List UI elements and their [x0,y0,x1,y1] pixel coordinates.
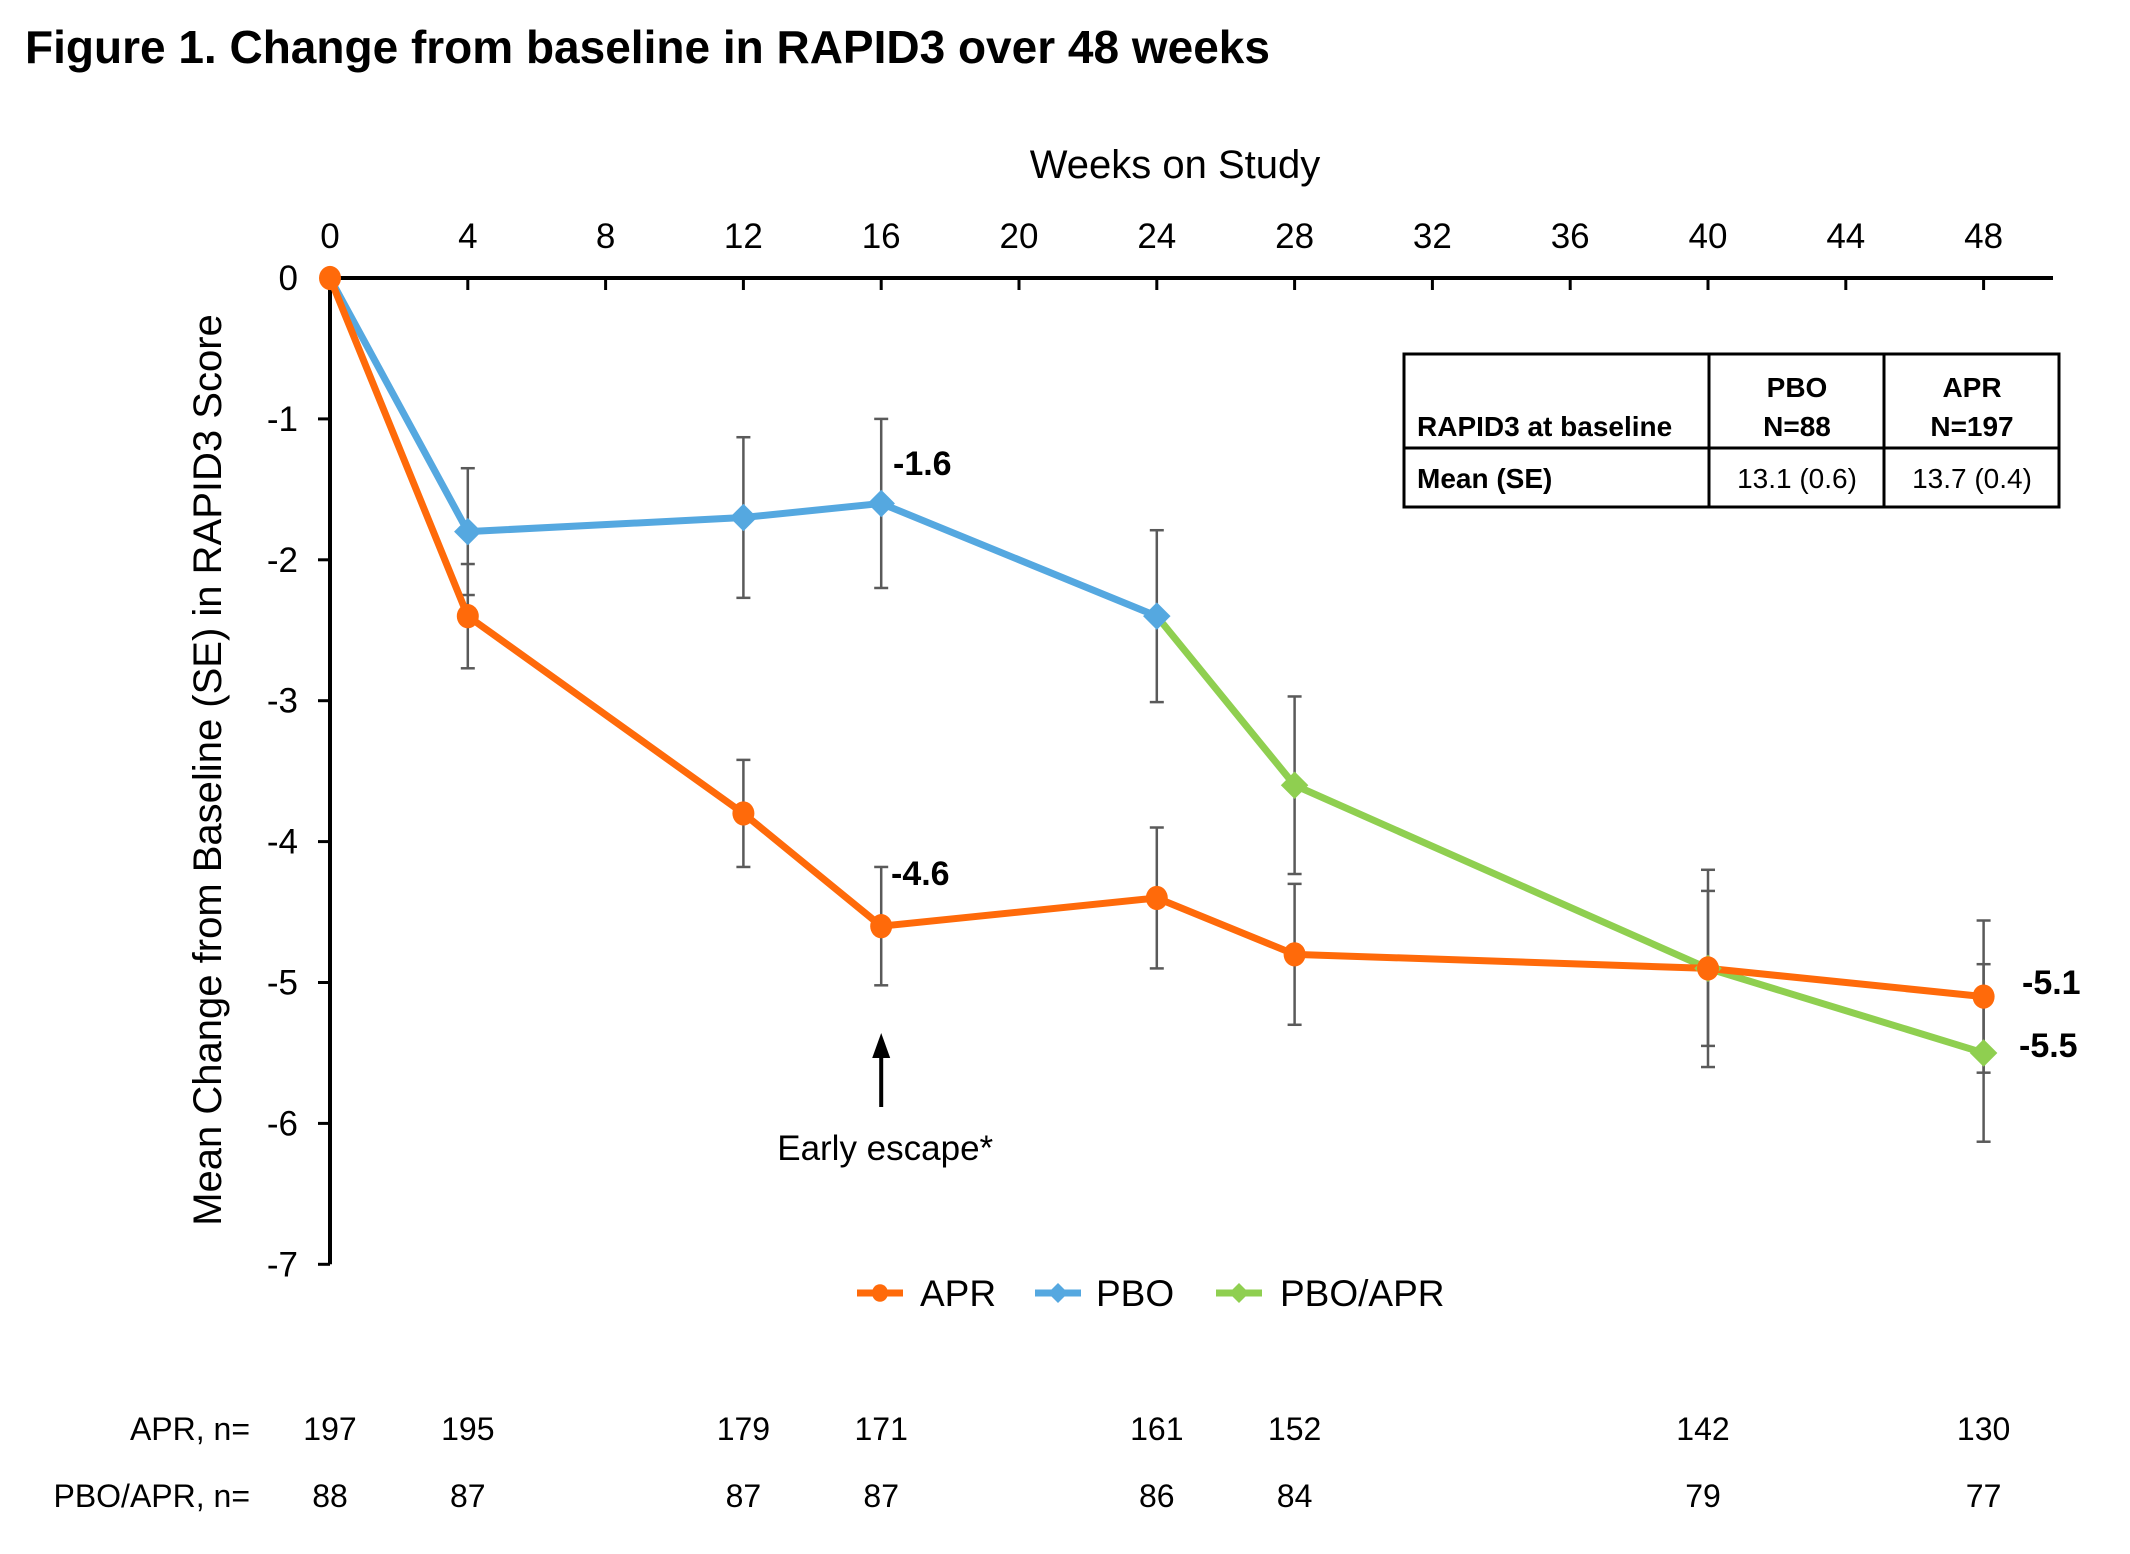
n-row-label: APR, n= [130,1411,250,1447]
marker-pbo [1048,1283,1068,1303]
x-tick-label: 28 [1275,217,1314,256]
table-apr-value: 13.7 (0.4) [1912,463,2032,494]
data-labels: -1.6 -4.6 -5.1 -5.5 [891,445,2081,1065]
x-tick-label: 32 [1413,217,1452,256]
baseline-table: RAPID3 at baseline PBO N=88 APR N=197 Me… [1402,352,2061,509]
n-at-risk-table: APR, n= 197 195 179 171 161 152 142 130 PBO/APR, … [53,1411,2010,1514]
table-header-apr-n: N=197 [1930,411,2013,442]
n-value: 152 [1268,1411,1321,1447]
marker-pbo-apr [1969,1039,1998,1067]
legend-label: APR [920,1273,996,1314]
marker-pbo-apr [1229,1283,1249,1303]
arrow-head-icon [872,1033,891,1058]
y-tick-label: -1 [267,400,298,439]
x-tick-label: 48 [1964,217,2003,256]
axes [318,276,2053,1266]
legend-label: PBO/APR [1280,1273,1445,1314]
chart-title: Figure 1. Change from baseline in RAPID3… [25,21,1270,73]
legend-label: PBO [1096,1273,1174,1314]
data-label: -5.1 [2022,964,2081,1002]
data-label: -5.5 [2019,1027,2078,1065]
table-header-pbo-n: N=88 [1763,411,1831,442]
x-tick-label: 24 [1137,217,1176,256]
y-tick-label: -2 [267,541,298,580]
data-label: -1.6 [893,445,952,483]
marker-pbo [1143,602,1171,630]
marker-pbo [729,503,758,532]
n-value: 161 [1130,1411,1183,1447]
marker-apr [1697,956,1719,981]
n-value: 142 [1676,1411,1729,1447]
x-tick-labels: 0 4 8 12 16 20 24 28 32 36 40 44 48 [320,217,2003,256]
y-tick-label: -6 [267,1104,298,1143]
x-tick-label: 0 [320,217,339,256]
early-escape-label: Early escape* [777,1129,993,1168]
table-pbo-value: 13.1 (0.6) [1737,463,1857,494]
y-tick-label: -7 [267,1245,298,1284]
n-value: 197 [303,1411,356,1447]
series-line-apr [326,276,1984,1001]
legend: APR PBO PBO/APR [857,1273,1445,1314]
table-header-apr: APR [1942,372,2001,403]
legend-item-pbo-apr: PBO/APR [1216,1273,1445,1314]
y-tick-label: -5 [267,964,298,1003]
marker-apr [1283,942,1306,967]
x-tick-label: 8 [596,217,615,256]
x-tick-label: 36 [1551,217,1590,256]
n-value: 88 [312,1478,348,1514]
series-line-pbo-apr [1154,613,1985,1057]
n-row: APR, n= 197 195 179 171 161 152 142 130 [130,1411,2010,1447]
n-value: 195 [441,1411,494,1447]
n-value: 77 [1966,1478,2002,1514]
x-axis-title: Weeks on Study [1030,143,1321,187]
marker-apr [1972,984,1995,1009]
n-value: 87 [450,1478,486,1514]
n-value: 86 [1139,1478,1175,1514]
marker-apr [870,914,893,939]
y-tick-label: -4 [267,823,298,862]
y-axis-title: Mean Change from Baseline (SE) in RAPID3… [186,314,230,1226]
marker-pbo-apr [1280,771,1309,799]
series-markers [319,265,1998,1067]
marker-apr [1145,885,1168,911]
x-tick-label: 40 [1689,217,1728,256]
legend-item-pbo: PBO [1035,1273,1174,1314]
data-label: -4.6 [891,855,950,893]
x-tick-label: 16 [862,217,901,256]
marker-apr [872,1284,888,1302]
y-tick-label: -3 [267,682,298,721]
x-tick-label: 4 [458,217,477,256]
x-tick-label: 20 [1000,217,1039,256]
marker-apr [456,604,479,629]
x-tick-label: 12 [724,217,763,256]
baseline-table-border [1402,352,2061,509]
table-row-label: Mean (SE) [1417,463,1552,494]
early-escape-annotation: Early escape* [777,1033,994,1168]
table-header-pbo: PBO [1767,372,1828,403]
marker-pbo [867,489,895,518]
legend-item-apr: APR [857,1273,996,1314]
n-value: 87 [863,1478,899,1514]
n-row-label: PBO/APR, n= [53,1478,250,1514]
y-tick-label: 0 [279,259,298,298]
table-header-label: RAPID3 at baseline [1417,411,1672,442]
marker-pbo [454,517,482,546]
n-value: 84 [1277,1478,1313,1514]
x-tick-label: 44 [1826,217,1865,256]
n-value: 87 [726,1478,762,1514]
n-row: PBO/APR, n= 88 87 87 87 86 84 79 77 [53,1478,2001,1514]
n-value: 179 [717,1411,770,1447]
marker-apr [732,801,755,826]
n-value: 171 [855,1411,908,1447]
n-value: 79 [1685,1478,1721,1514]
y-tick-labels: 0 -1 -2 -3 -4 -5 -6 -7 [267,259,298,1284]
error-bars [460,417,1991,1143]
marker-apr [319,265,341,291]
n-value: 130 [1957,1411,2010,1447]
